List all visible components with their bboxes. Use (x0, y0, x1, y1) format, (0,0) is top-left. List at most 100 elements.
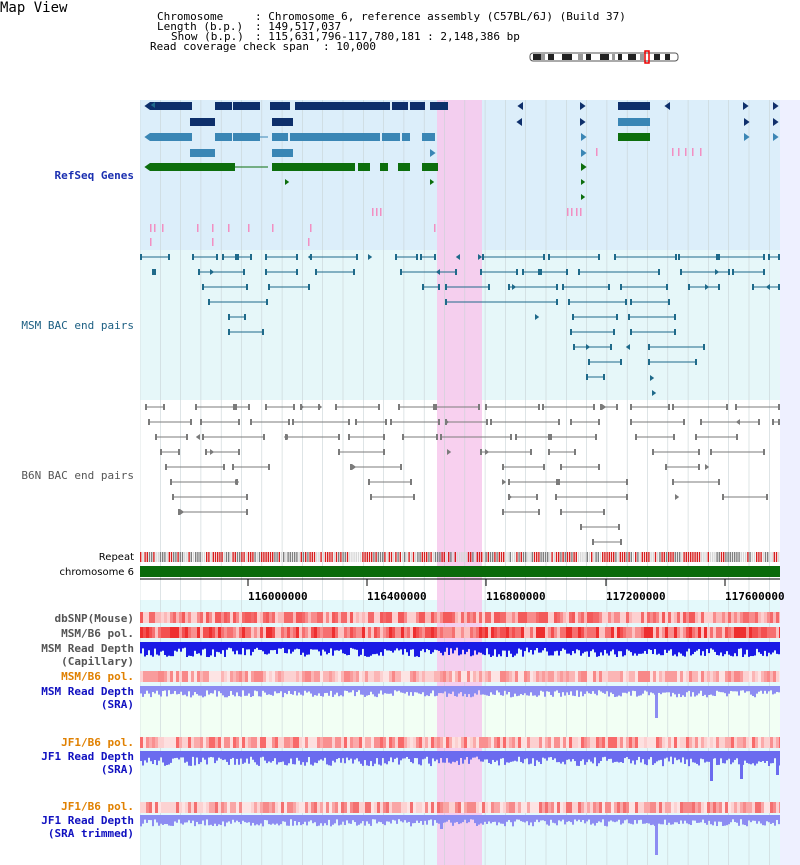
heat-cell (596, 627, 599, 638)
heat-cell (719, 671, 722, 682)
heat-cell (152, 612, 155, 623)
bac-end (620, 284, 622, 290)
label-msm-read-depth-sra[interactable]: MSM Read Depth (41, 685, 134, 698)
heat-cell (770, 802, 773, 813)
gene-arrow (744, 133, 750, 141)
label-jf1-b6-pol-1[interactable]: JF1/B6 pol. (61, 736, 134, 749)
gene-exon (285, 102, 290, 110)
depth-bar (340, 751, 342, 763)
axis-tick-label: 117200000 (606, 590, 666, 603)
heat-cell (557, 627, 560, 638)
heat-cell (236, 671, 239, 682)
label-msm-bac-end-pairs[interactable]: MSM BAC end pairs (21, 319, 134, 332)
label-refseq-genes[interactable]: RefSeq Genes (54, 169, 134, 182)
gene-arrow (445, 419, 450, 425)
map-canvas[interactable] (140, 100, 780, 865)
depth-bar (168, 686, 170, 691)
repeat-feature (663, 552, 665, 562)
heat-cell (779, 671, 780, 682)
depth-bar (356, 686, 358, 692)
heat-cell (512, 802, 515, 813)
depth-bar (470, 815, 472, 820)
repeat-feature (584, 552, 586, 562)
repeat-feature (342, 552, 344, 562)
depth-bar (410, 751, 412, 762)
depth-bar (612, 686, 614, 695)
heat-cell (764, 671, 767, 682)
depth-bar (474, 686, 476, 694)
depth-bar (280, 686, 282, 692)
depth-bar (668, 686, 670, 693)
depth-bar (530, 815, 532, 823)
label-repeat[interactable]: Repeat (98, 552, 134, 563)
heat-cell (497, 802, 500, 813)
label-msm-b6-pol-2[interactable]: MSM/B6 pol. (61, 670, 134, 683)
depth-bar (242, 815, 244, 821)
label-msm-read-depth-capillary[interactable]: MSM Read Depth (41, 642, 134, 655)
label-jf1-read-depth-sra-trimmed[interactable]: JF1 Read Depth (41, 814, 134, 827)
depth-bar (718, 686, 720, 692)
depth-bar (364, 815, 366, 826)
bac-end (222, 254, 224, 260)
heat-cell (182, 671, 185, 682)
axis-tick-label: 116800000 (486, 590, 546, 603)
map-panel[interactable] (140, 100, 780, 865)
depth-bar (658, 642, 660, 654)
heat-cell (164, 671, 167, 682)
depth-bar (574, 642, 576, 654)
label-dbsnp[interactable]: dbSNP(Mouse) (54, 612, 134, 625)
heat-cell (503, 737, 506, 748)
right-scroll-strip[interactable] (780, 100, 800, 865)
depth-bar (624, 642, 626, 656)
repeat-feature (503, 552, 505, 562)
depth-bar (298, 815, 300, 823)
depth-bar (282, 686, 284, 698)
heat-cell (182, 627, 185, 638)
repeat-feature (701, 552, 703, 562)
heat-cell (665, 737, 668, 748)
depth-bar (510, 686, 512, 698)
label-chromosome[interactable]: chromosome 6 (59, 567, 134, 578)
depth-bar (466, 815, 468, 824)
depth-bar (540, 686, 542, 691)
heat-cell (761, 737, 764, 748)
depth-bar (580, 686, 582, 692)
gene-arrow (580, 118, 586, 126)
repeat-feature (208, 552, 210, 562)
heat-cell (275, 671, 278, 682)
repeat-feature (727, 552, 729, 562)
heat-cell (200, 802, 203, 813)
label-jf1-b6-pol-2[interactable]: JF1/B6 pol. (61, 800, 134, 813)
repeat-feature (170, 552, 173, 562)
heat-cell (407, 802, 410, 813)
heat-cell (260, 627, 263, 638)
heat-cell (284, 671, 287, 682)
heat-cell (239, 627, 242, 638)
depth-bar (344, 642, 346, 654)
gene-arrow (235, 479, 240, 485)
heat-cell (536, 627, 539, 638)
bac-end (626, 479, 628, 485)
depth-bar (490, 815, 492, 824)
repeat-feature (637, 552, 639, 562)
heat-cell (206, 737, 209, 748)
bac-end (502, 509, 504, 515)
depth-bar (404, 751, 406, 759)
depth-bar (364, 642, 366, 657)
heat-cell (149, 627, 152, 638)
bac-end (178, 449, 180, 455)
depth-bar (146, 815, 148, 823)
gene-arrow (368, 254, 373, 260)
heat-cell (632, 737, 635, 748)
bac-end (736, 434, 738, 440)
heat-cell (716, 627, 719, 638)
label-jf1-read-depth-sra[interactable]: JF1 Read Depth (41, 750, 134, 763)
label-msm-b6-pol-1[interactable]: MSM/B6 pol. (61, 627, 134, 640)
depth-bar (728, 815, 730, 825)
label-b6n-bac-end-pairs[interactable]: B6N BAC end pairs (21, 469, 134, 482)
heat-cell (155, 671, 158, 682)
gene-arrow (300, 404, 305, 410)
depth-bar (338, 815, 340, 826)
depth-bar (144, 751, 146, 761)
depth-bar (742, 686, 744, 691)
